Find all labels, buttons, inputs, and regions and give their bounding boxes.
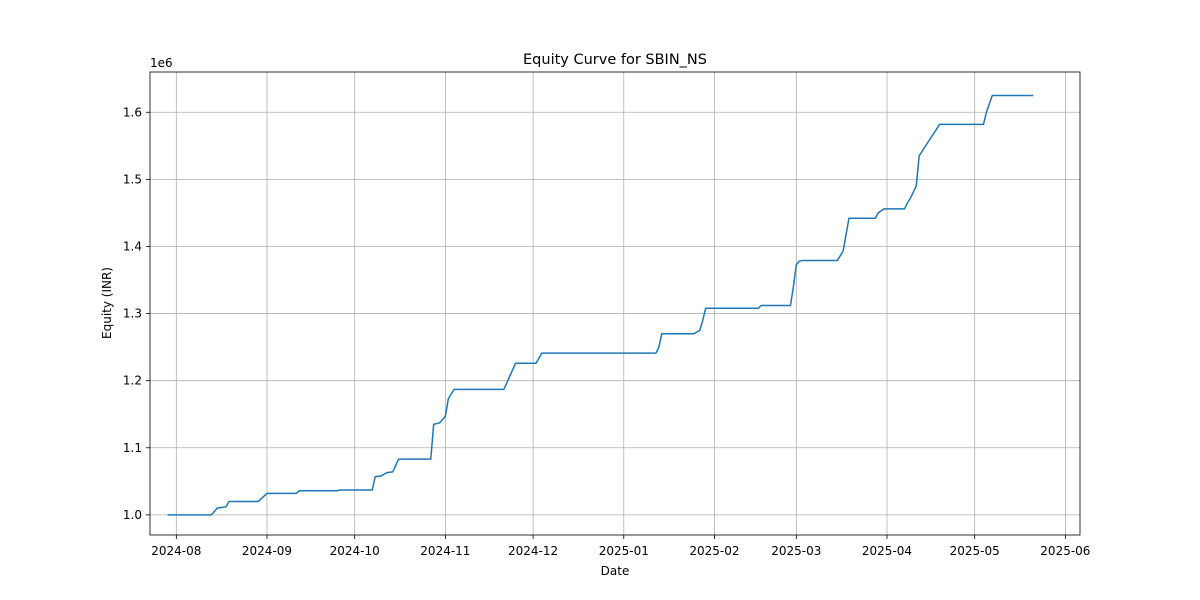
grid [150,72,1080,535]
y-tick-label: 1.3 [123,307,142,321]
x-tick-label: 2024-09 [242,544,292,558]
y-tick-label: 1.2 [123,374,142,388]
equity-line [167,94,1034,516]
x-tick-label: 2025-02 [689,544,739,558]
x-axis-label: Date [601,564,630,578]
x-tick-label: 2024-08 [151,544,201,558]
x-tick-label: 2024-11 [420,544,470,558]
x-tick-label: 2025-04 [862,544,912,558]
axes: 2024-08 2024-09 2024-10 2024-11 2024-12 2025-… [123,71,1090,558]
y-tick-label: 1.0 [123,508,142,522]
x-tick-label: 2025-03 [771,544,821,558]
y-tick-label: 1.6 [123,105,142,119]
plot-frame [149,71,1081,536]
chart-title: Equity Curve for SBIN_NS [523,52,707,68]
y-tick-label: 1.1 [123,441,142,455]
x-tick-label: 2025-01 [599,544,649,558]
x-tick-label: 2024-12 [508,544,558,558]
series-layer [167,94,1034,516]
y-tick-label: 1.5 [123,172,142,186]
x-tick-label: 2024-10 [330,544,380,558]
x-tick-label: 2025-06 [1040,544,1090,558]
x-tick-label: 2025-05 [950,544,1000,558]
y-offset-text: 1e6 [150,56,173,70]
y-axis-label: Equity (INR) [100,267,114,339]
y-tick-label: 1.4 [123,239,142,253]
